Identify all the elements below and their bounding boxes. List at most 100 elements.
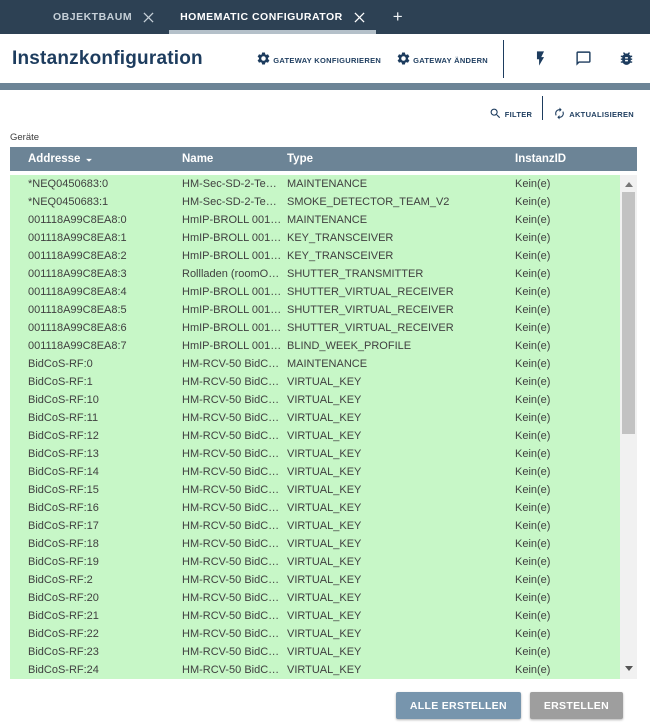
- vertical-divider: [542, 96, 544, 120]
- cell-addresse: 001118A99C8EA8:2: [28, 250, 127, 262]
- bug-button[interactable]: [618, 50, 635, 67]
- cell-type: VIRTUAL_KEY: [287, 592, 362, 604]
- tab-objektbaum[interactable]: OBJEKTBAUM: [40, 0, 167, 34]
- table-row[interactable]: BidCoS-RF:10 HM-RCV-50 BidC… VIRTUAL_KEY Ke…: [10, 391, 637, 409]
- tab-bar: OBJEKTBAUM HOMEMATIC CONFIGURATOR +: [0, 0, 650, 34]
- flash-button[interactable]: [532, 50, 549, 67]
- cell-instanzid: Kein(e): [515, 592, 551, 604]
- cell-name: HM-RCV-50 BidC…: [182, 610, 280, 622]
- refresh-button[interactable]: AKTUALISIEREN: [553, 107, 634, 120]
- table-row[interactable]: BidCoS-RF:1 HM-RCV-50 BidC… VIRTUAL_KEY Kei…: [10, 373, 637, 391]
- cell-addresse: BidCoS-RF:11: [28, 412, 99, 424]
- table-row[interactable]: BidCoS-RF:16 HM-RCV-50 BidC… VIRTUAL_KEY Ke…: [10, 499, 637, 517]
- devices-table: Addresse Name Type InstanzID *NEQ0450683…: [10, 147, 637, 679]
- table-row[interactable]: BidCoS-RF:17 HM-RCV-50 BidC… VIRTUAL_KEY Ke…: [10, 517, 637, 535]
- table-row[interactable]: BidCoS-RF:18 HM-RCV-50 BidC… VIRTUAL_KEY Ke…: [10, 535, 637, 553]
- cell-addresse: 001118A99C8EA8:4: [28, 286, 127, 298]
- cell-addresse: BidCoS-RF:21: [28, 610, 99, 622]
- cell-type: VIRTUAL_KEY: [287, 520, 362, 532]
- table-row[interactable]: BidCoS-RF:11 HM-RCV-50 BidC… VIRTUAL_KEY Ke…: [10, 409, 637, 427]
- table-row[interactable]: BidCoS-RF:12 HM-RCV-50 BidC… VIRTUAL_KEY Ke…: [10, 427, 637, 445]
- vertical-scrollbar[interactable]: [620, 175, 637, 679]
- scroll-down-arrow[interactable]: [620, 661, 637, 675]
- cell-addresse: BidCoS-RF:24: [28, 664, 99, 676]
- cell-type: MAINTENANCE: [287, 358, 368, 370]
- table-row[interactable]: 001118A99C8EA8:7 HmIP-BROLL 001… BLIND_WEE…: [10, 337, 637, 355]
- table-header-row: Addresse Name Type InstanzID: [10, 147, 637, 171]
- table-row[interactable]: BidCoS-RF:0 HM-RCV-50 BidC… MAINTENANCE Kei…: [10, 355, 637, 373]
- cell-name: HmIP-BROLL 001…: [182, 232, 282, 244]
- cell-addresse: 001118A99C8EA8:6: [28, 322, 127, 334]
- cell-name: HM-RCV-50 BidC…: [182, 556, 280, 568]
- cell-addresse: BidCoS-RF:15: [28, 484, 99, 496]
- column-header-instanzid[interactable]: InstanzID: [515, 153, 567, 165]
- page-title: Instanzkonfiguration: [12, 47, 203, 69]
- table-row[interactable]: *NEQ0450683:1 HM-Sec-SD-2-Te… SMOKE_DETECT…: [10, 193, 637, 211]
- cell-instanzid: Kein(e): [515, 466, 551, 478]
- scrollbar-thumb[interactable]: [622, 192, 635, 434]
- cell-instanzid: Kein(e): [515, 556, 551, 568]
- cell-addresse: BidCoS-RF:16: [28, 502, 99, 514]
- cell-addresse: BidCoS-RF:13: [28, 448, 99, 460]
- cell-addresse: BidCoS-RF:1: [28, 376, 93, 388]
- cell-instanzid: Kein(e): [515, 268, 551, 280]
- cell-addresse: *NEQ0450683:0: [28, 178, 109, 190]
- table-row[interactable]: BidCoS-RF:20 HM-RCV-50 BidC… VIRTUAL_KEY Ke…: [10, 589, 637, 607]
- cell-name: HmIP-BROLL 001…: [182, 214, 282, 226]
- cell-addresse: *NEQ0450683:1: [28, 196, 109, 208]
- header-actions: GATEWAY KONFIGURIEREN GATEWAY ÄNDERN: [256, 39, 635, 78]
- table-row[interactable]: 001118A99C8EA8:3 Rollladen (roomO… SHUTTER…: [10, 265, 637, 283]
- close-icon[interactable]: [143, 11, 154, 23]
- filter-button[interactable]: FILTER: [489, 107, 533, 120]
- table-row[interactable]: BidCoS-RF:21 HM-RCV-50 BidC… VIRTUAL_KEY Ke…: [10, 607, 637, 625]
- refresh-icon: [555, 107, 565, 120]
- table-row[interactable]: *NEQ0450683:0 HM-Sec-SD-2-Te… MAINTENANCE K…: [10, 175, 637, 193]
- tab-homematic-configurator[interactable]: HOMEMATIC CONFIGURATOR: [167, 0, 378, 34]
- chat-button[interactable]: [575, 50, 592, 67]
- cell-name: HmIP-BROLL 001…: [182, 286, 282, 298]
- column-header-addresse[interactable]: Addresse: [10, 152, 182, 167]
- table-row[interactable]: BidCoS-RF:15 HM-RCV-50 BidC… VIRTUAL_KEY Ke…: [10, 481, 637, 499]
- cell-addresse: BidCoS-RF:17: [28, 520, 99, 532]
- scroll-up-arrow[interactable]: [620, 177, 637, 191]
- cell-name: HM-RCV-50 BidC…: [182, 628, 280, 640]
- column-header-name[interactable]: Name: [182, 153, 214, 165]
- cell-instanzid: Kein(e): [515, 484, 551, 496]
- table-row[interactable]: 001118A99C8EA8:5 HmIP-BROLL 001… SHUTTER_V…: [10, 301, 637, 319]
- table-row[interactable]: 001118A99C8EA8:1 HmIP-BROLL 001… KEY_TRANS…: [10, 229, 637, 247]
- table-row[interactable]: BidCoS-RF:2 HM-RCV-50 BidC… VIRTUAL_KEY Kei…: [10, 571, 637, 589]
- add-tab-button[interactable]: +: [392, 7, 403, 26]
- cell-name: HmIP-BROLL 001…: [182, 250, 282, 262]
- create-all-button[interactable]: ALLE ERSTELLEN: [395, 692, 521, 719]
- cell-instanzid: Kein(e): [515, 232, 551, 244]
- table-row[interactable]: BidCoS-RF:13 HM-RCV-50 BidC… VIRTUAL_KEY Ke…: [10, 445, 637, 463]
- close-icon[interactable]: [354, 11, 365, 23]
- table-row[interactable]: 001118A99C8EA8:4 HmIP-BROLL 001… SHUTTER_V…: [10, 283, 637, 301]
- gateway-configure-button[interactable]: GATEWAY KONFIGURIEREN: [256, 51, 381, 66]
- gear-icon: [397, 52, 410, 65]
- cell-name: HM-RCV-50 BidC…: [182, 394, 280, 406]
- table-row[interactable]: BidCoS-RF:14 HM-RCV-50 BidC… VIRTUAL_KEY Ke…: [10, 463, 637, 481]
- section-divider-bar: [0, 83, 650, 90]
- cell-instanzid: Kein(e): [515, 322, 551, 334]
- action-footer: ALLE ERSTELLEN ERSTELLEN: [0, 679, 650, 725]
- cell-instanzid: Kein(e): [515, 646, 551, 658]
- gear-icon: [257, 52, 270, 65]
- table-row[interactable]: BidCoS-RF:19 HM-RCV-50 BidC… VIRTUAL_KEY Ke…: [10, 553, 637, 571]
- table-row[interactable]: 001118A99C8EA8:2 HmIP-BROLL 001… KEY_TRANS…: [10, 247, 637, 265]
- cell-instanzid: Kein(e): [515, 358, 551, 370]
- create-button[interactable]: ERSTELLEN: [529, 692, 623, 719]
- cell-type: VIRTUAL_KEY: [287, 376, 362, 388]
- cell-type: VIRTUAL_KEY: [287, 430, 362, 442]
- gateway-change-button[interactable]: GATEWAY ÄNDERN: [396, 51, 488, 66]
- cell-instanzid: Kein(e): [515, 304, 551, 316]
- cell-instanzid: Kein(e): [515, 610, 551, 622]
- cell-instanzid: Kein(e): [515, 214, 551, 226]
- table-row[interactable]: 001118A99C8EA8:0 HmIP-BROLL 001… MAINTENAN…: [10, 211, 637, 229]
- table-row[interactable]: BidCoS-RF:22 HM-RCV-50 BidC… VIRTUAL_KEY Ke…: [10, 625, 637, 643]
- table-row[interactable]: 001118A99C8EA8:6 HmIP-BROLL 001… SHUTTER_V…: [10, 319, 637, 337]
- cell-name: HM-RCV-50 BidC…: [182, 502, 280, 514]
- table-row[interactable]: BidCoS-RF:23 HM-RCV-50 BidC… VIRTUAL_KEY Ke…: [10, 643, 637, 661]
- table-row[interactable]: BidCoS-RF:24 HM-RCV-50 BidC… VIRTUAL_KEY Ke…: [10, 661, 637, 679]
- column-header-type[interactable]: Type: [287, 153, 313, 165]
